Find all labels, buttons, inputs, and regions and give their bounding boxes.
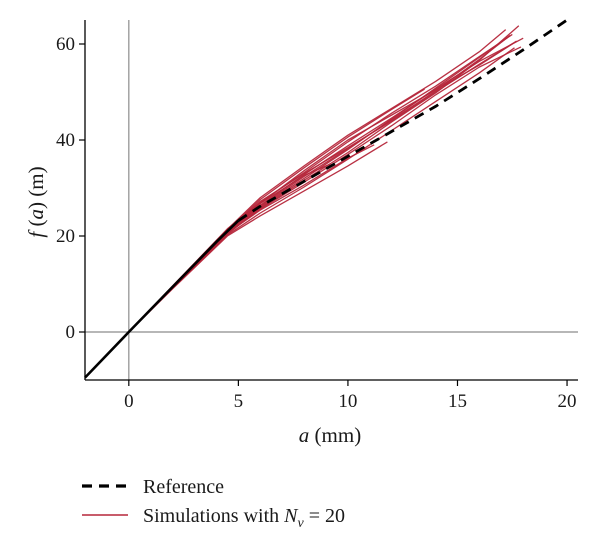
reference-series-layer (84, 18, 568, 379)
x-tick-label: 10 (338, 391, 357, 412)
reference-line-dashed (237, 18, 568, 222)
reference-line-solid (84, 219, 240, 379)
simulation-line (128, 144, 375, 333)
x-axis-title: a (mm) (299, 423, 361, 447)
simulation-line (128, 25, 520, 333)
y-tick-label: 0 (66, 322, 76, 343)
simulation-line (128, 29, 507, 333)
y-tick-label: 40 (56, 130, 75, 151)
simulation-line (128, 43, 513, 333)
zero-lines (85, 20, 578, 380)
x-tick-label: 0 (124, 391, 134, 412)
simulation-series-layer (128, 25, 524, 333)
x-tick-label: 15 (448, 391, 467, 412)
y-tick-label: 60 (56, 34, 75, 55)
legend-simulations-label: Simulations with Nv = 20 (143, 505, 345, 531)
simulation-line (128, 40, 517, 333)
x-tick-label: 20 (558, 391, 577, 412)
axes (84, 20, 578, 381)
simulation-line (128, 141, 388, 333)
tick-labels: 0 5 10 15 20 0 20 40 60 (56, 34, 577, 412)
y-tick-label: 20 (56, 226, 75, 247)
x-tick-label: 5 (234, 391, 244, 412)
simulation-line (128, 47, 515, 333)
legend: Reference Simulations with Nv = 20 (82, 476, 345, 531)
y-axis-title: f (a) (m) (24, 166, 48, 237)
legend-reference-label: Reference (143, 476, 224, 498)
